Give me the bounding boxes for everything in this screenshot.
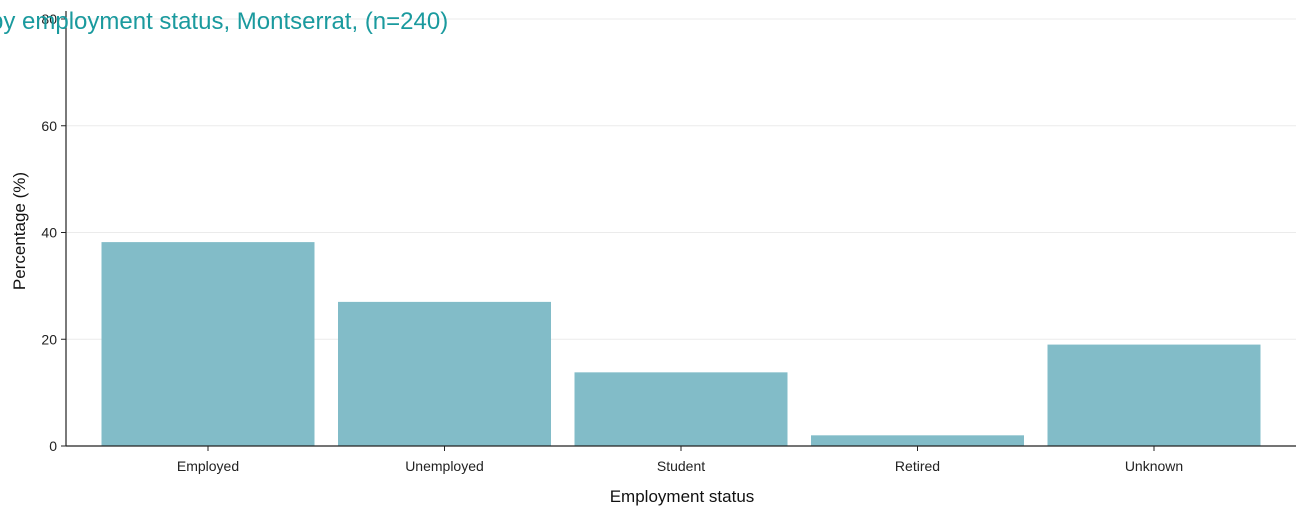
y-tick-label: 80 (41, 11, 57, 27)
chart-title: by employment status, Montserrat, (n=240… (0, 8, 448, 35)
bar-retired (811, 435, 1024, 446)
x-tick-label-student: Student (657, 458, 705, 474)
x-tick-label-unknown: Unknown (1125, 458, 1183, 474)
y-tick-label: 20 (41, 331, 57, 347)
x-tick-labels: Employed Unemployed Student Retired Unknown (177, 458, 1183, 474)
x-axis-title: Employment status (610, 487, 755, 506)
gridlines (66, 18, 1296, 340)
y-tick-label: 60 (41, 118, 57, 134)
x-tick-label-unemployed: Unemployed (405, 458, 484, 474)
y-tick-labels: 0 20 40 60 80 (41, 11, 57, 454)
y-axis-title: Percentage (%) (10, 172, 29, 290)
bars (101, 242, 1261, 446)
x-tick-label-retired: Retired (895, 458, 940, 474)
y-tick-label: 40 (41, 225, 57, 241)
axes (61, 11, 1296, 451)
x-tick-label-employed: Employed (177, 458, 239, 474)
y-tick-label: 0 (49, 438, 57, 454)
bar-employed (101, 242, 315, 446)
bar-unknown (1047, 344, 1261, 446)
bar-student (574, 372, 788, 446)
bar-unemployed (338, 301, 551, 446)
